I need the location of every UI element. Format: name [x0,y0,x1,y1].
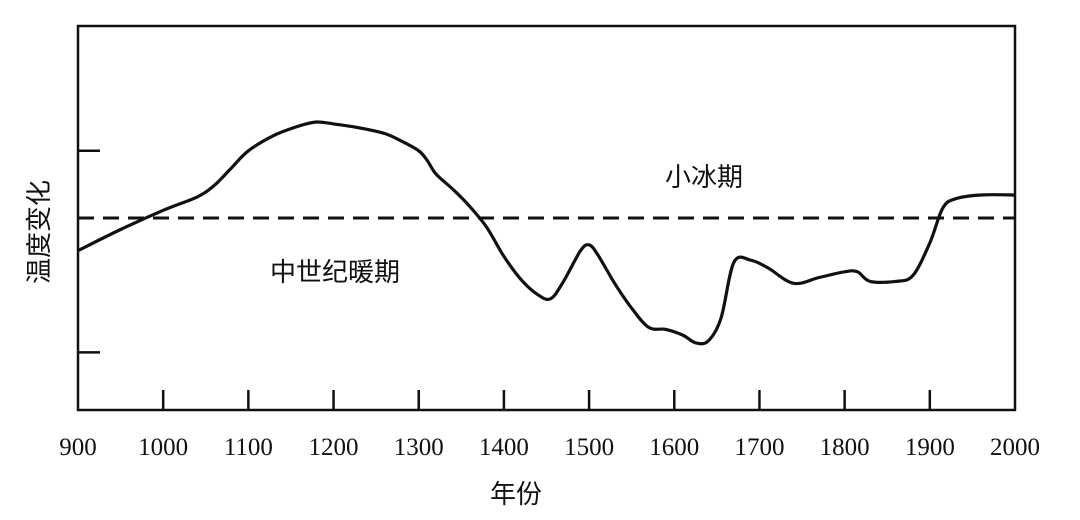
x-tick-label: 1700 [734,434,784,461]
x-tick-label: 1400 [479,434,529,461]
x-tick-label: 900 [59,434,97,461]
x-tick-label: 1200 [309,434,359,461]
x-tick-label: 1500 [564,434,614,461]
x-tick-label: 1600 [649,434,699,461]
x-tick-label: 2000 [990,434,1040,461]
x-tick-label: 1000 [138,434,188,461]
chart-annotation-medieval-warm-period: 中世纪暖期 [270,258,400,288]
chart-annotation-little-ice-age: 小冰期 [665,163,743,193]
x-tick-label: 1800 [820,434,870,461]
temperature-series-line-0 [77,120,1016,346]
x-tick-label: 1900 [905,434,955,461]
x-tick-label: 1100 [224,434,273,461]
y-axis-title: 温度变化 [25,180,55,284]
x-tick-label: 1300 [394,434,444,461]
x-axis-title: 年份 [490,480,542,510]
